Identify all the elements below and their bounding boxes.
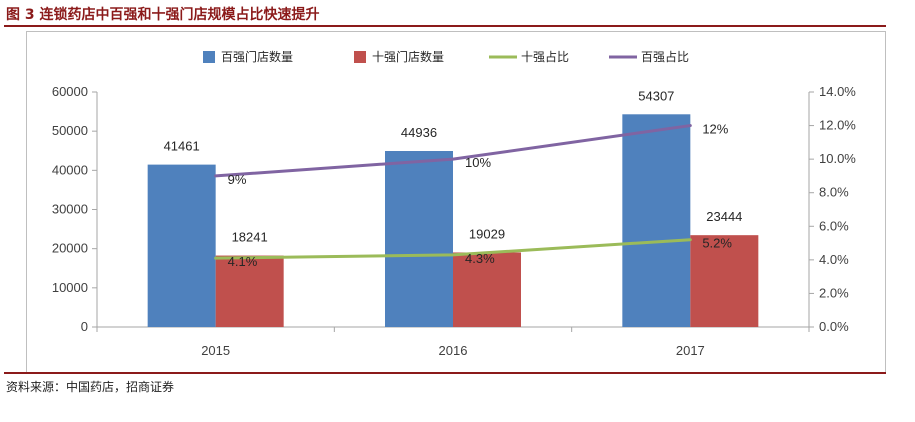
- bar-top100-label: 44936: [401, 125, 437, 140]
- top10-ratio-line: [214, 238, 692, 260]
- legend-swatch: [203, 51, 215, 63]
- top100-ratio-line: [214, 124, 692, 178]
- legend-label: 百强占比: [641, 49, 689, 64]
- top10-ratio-label: 4.1%: [228, 254, 258, 269]
- y-left-tick-label: 30000: [52, 202, 88, 217]
- y-left-tick-label: 10000: [52, 280, 88, 295]
- bar-top100-label: 41461: [164, 139, 200, 154]
- y-right-tick-label: 0.0%: [819, 319, 849, 334]
- bar-top100: [622, 114, 691, 328]
- y-right-tick-label: 6.0%: [819, 218, 849, 233]
- figure-title: 图 3 连锁药店中百强和十强门店规模占比快速提升: [6, 7, 320, 23]
- bar-top10: [453, 252, 521, 327]
- y-left-tick-label: 0: [81, 319, 88, 334]
- y-right-tick-label: 12.0%: [819, 118, 856, 133]
- bar-top10: [690, 235, 759, 327]
- top10-ratio-label: 5.2%: [702, 236, 732, 251]
- y-right-tick-label: 4.0%: [819, 252, 849, 267]
- x-tick-label: 2017: [676, 343, 705, 358]
- y-left-tick-label: 20000: [52, 241, 88, 256]
- bar-top10: [215, 255, 284, 327]
- y-left-tick-label: 60000: [52, 84, 88, 99]
- source-note: 资料来源：中国药店，招商证券: [6, 380, 175, 394]
- legend-label: 十强占比: [521, 49, 569, 64]
- bar-top10-label: 18241: [232, 230, 268, 245]
- chart-svg: 0 10000 20000 30000 40000 50000 60000 0.0% 2.0% 4…: [52, 49, 856, 358]
- bar-top10-label: 23444: [706, 209, 742, 224]
- x-tick-label: 2016: [439, 343, 468, 358]
- y-right-tick-label: 8.0%: [819, 185, 849, 200]
- chart-frame: 0 10000 20000 30000 40000 50000 60000 0.0% 2.0% 4…: [26, 31, 886, 374]
- top100-ratio-label: 10%: [465, 155, 491, 170]
- y-right-tick-label: 2.0%: [819, 285, 849, 300]
- bar-top100-label: 54307: [638, 88, 674, 103]
- top100-ratio-label: 12%: [702, 122, 728, 137]
- y-right-tick-label: 14.0%: [819, 84, 856, 99]
- y-right-tick-label: 10.0%: [819, 151, 856, 166]
- x-tick-label: 2015: [201, 343, 230, 358]
- legend-label: 百强门店数量: [221, 49, 293, 64]
- title-rule: [4, 25, 886, 27]
- top10-ratio-label: 4.3%: [465, 251, 495, 266]
- bar-top10-label: 19029: [469, 226, 505, 241]
- legend-swatch: [354, 51, 366, 63]
- legend-label: 十强门店数量: [372, 49, 444, 64]
- y-left-tick-label: 50000: [52, 123, 88, 138]
- bottom-rule: [4, 372, 886, 374]
- top100-ratio-label: 9%: [228, 172, 247, 187]
- y-left-tick-label: 40000: [52, 162, 88, 177]
- bar-top100: [385, 151, 453, 327]
- bar-top100: [147, 164, 216, 327]
